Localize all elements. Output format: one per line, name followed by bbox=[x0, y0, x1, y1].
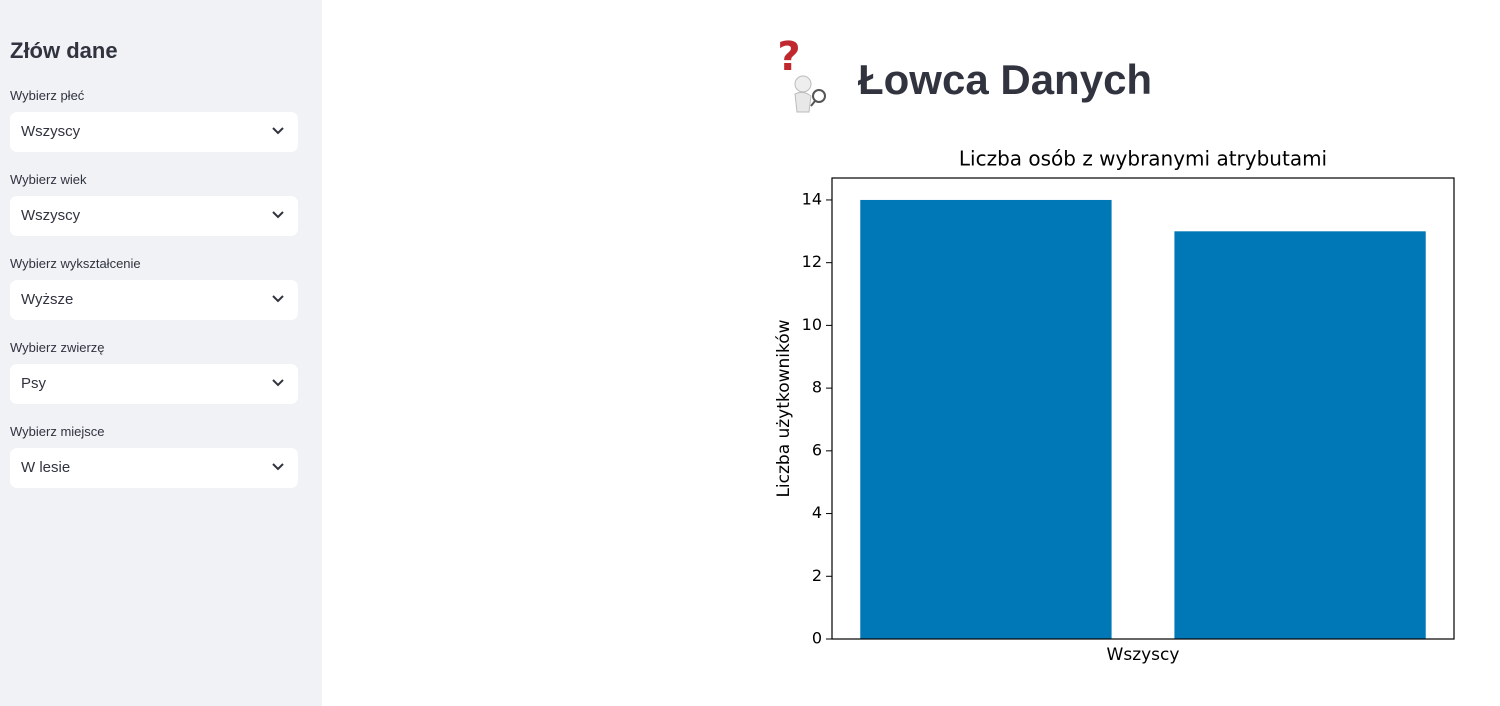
chevron bbox=[272, 295, 284, 303]
filter-label: Wybierz wykształcenie bbox=[10, 256, 141, 271]
sidebar: Złów dane Wybierz płeć Wszyscy Wybierz wie… bbox=[0, 0, 322, 706]
bar bbox=[860, 199, 1112, 639]
svg-text:?: ? bbox=[777, 40, 800, 80]
sidebar-title: Złów dane bbox=[10, 38, 118, 63]
chevron bbox=[272, 463, 284, 471]
select-value: Psy bbox=[21, 375, 47, 392]
y-tick-label: 6 bbox=[812, 440, 822, 459]
filter-label: Wybierz miejsce bbox=[10, 424, 105, 439]
page-title: Łowca Danych bbox=[858, 56, 1153, 103]
select-value: Wszyscy bbox=[21, 207, 81, 224]
select-box[interactable]: W lesie bbox=[10, 448, 298, 488]
filter-label: Wybierz płeć bbox=[10, 88, 85, 103]
y-tick-label: 14 bbox=[802, 189, 822, 208]
chevron bbox=[272, 379, 284, 387]
select-value: W lesie bbox=[21, 459, 71, 476]
select-value: Wszyscy bbox=[21, 123, 81, 140]
filter-label: Wybierz wiek bbox=[10, 172, 87, 187]
chart-title: Liczba osób z wybranymi atrybutami bbox=[959, 147, 1327, 171]
y-tick-label: 12 bbox=[802, 252, 822, 271]
select-box[interactable]: Wyższe bbox=[10, 280, 298, 320]
y-tick-label: 4 bbox=[812, 503, 822, 522]
filter-label: Wybierz zwierzę bbox=[10, 340, 105, 355]
y-tick-label: 2 bbox=[812, 566, 822, 585]
x-axis-label: Wszyscy bbox=[1107, 645, 1180, 665]
header-icon: ? bbox=[777, 40, 826, 113]
chevron bbox=[272, 211, 284, 219]
chevron bbox=[272, 127, 284, 135]
y-axis-label: Liczba użytkowników bbox=[774, 319, 794, 497]
select-box[interactable]: Wszyscy bbox=[10, 196, 298, 236]
chart: Liczba osób z wybranymi atrybutami 0 2 4 6 8 1… bbox=[774, 147, 1455, 665]
bar bbox=[1174, 231, 1426, 639]
y-tick-label: 8 bbox=[812, 378, 822, 397]
y-tick-label: 0 bbox=[812, 629, 822, 648]
axes-frame bbox=[831, 177, 1455, 640]
y-tick-label: 10 bbox=[802, 315, 822, 334]
select-value: Wyższe bbox=[21, 291, 74, 308]
select-box[interactable]: Wszyscy bbox=[10, 112, 298, 152]
select-box[interactable]: Psy bbox=[10, 364, 298, 404]
